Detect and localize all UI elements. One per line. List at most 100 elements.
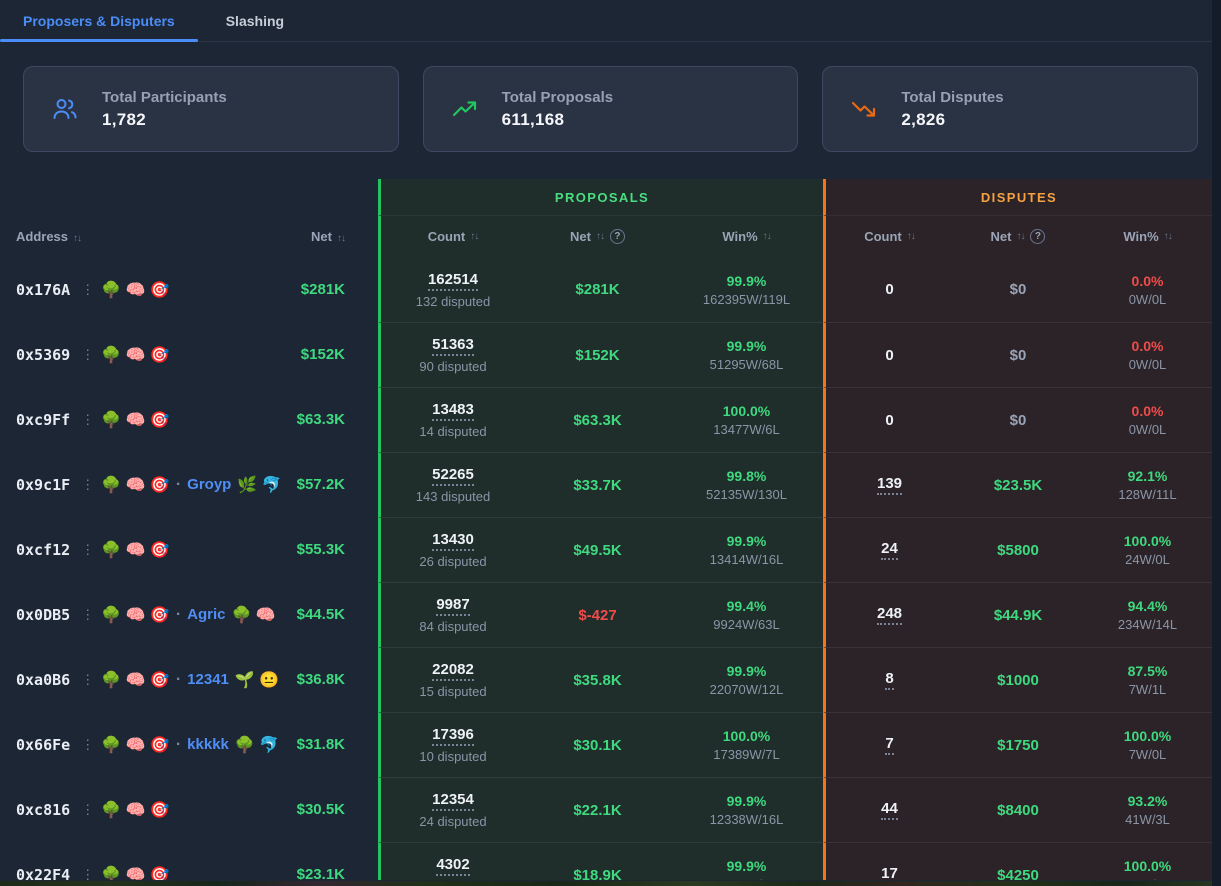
proposal-net-value: $33.7K bbox=[573, 476, 622, 494]
dispute-count-value[interactable]: 7 bbox=[885, 735, 894, 755]
stat-card-participants: Total Participants 1,782 bbox=[23, 66, 399, 152]
proposal-win-cell: 99.9% 13414W/16L bbox=[670, 517, 823, 582]
proposal-record-label: 17389W/7L bbox=[713, 747, 780, 762]
kebab-menu-icon[interactable]: ⋮ bbox=[81, 346, 95, 362]
proposal-count-value[interactable]: 4302 bbox=[436, 856, 470, 876]
address-label[interactable]: 0xc9Ff bbox=[16, 410, 71, 429]
proposal-count-value[interactable]: 22082 bbox=[432, 661, 474, 681]
dispute-net-value: $8400 bbox=[997, 801, 1039, 819]
disputes-win-header[interactable]: Win% ↑↓ bbox=[1083, 216, 1212, 257]
disputes-net-header[interactable]: Net ↑↓? bbox=[953, 216, 1083, 257]
dispute-win-cell: 100.0% 24W/0L bbox=[1083, 517, 1212, 582]
dispute-net-cell: $5800 bbox=[953, 517, 1083, 582]
dispute-win-cell: 0.0% 0W/0L bbox=[1083, 257, 1212, 322]
proposal-win-value: 99.8% bbox=[726, 468, 767, 484]
tab-slashing[interactable]: Slashing bbox=[198, 0, 312, 41]
net-value: $36.8K bbox=[296, 671, 345, 688]
dispute-win-cell: 100.0% 7W/0L bbox=[1083, 712, 1212, 777]
dispute-count-value[interactable]: 8 bbox=[885, 670, 894, 690]
proposals-net-header[interactable]: Net ↑↓? bbox=[525, 216, 670, 257]
account-link[interactable]: Agric bbox=[187, 606, 226, 623]
dispute-count-value[interactable]: 248 bbox=[876, 605, 903, 625]
proposal-count-value[interactable]: 13430 bbox=[432, 531, 474, 551]
proposal-count-value[interactable]: 13483 bbox=[432, 401, 474, 421]
dispute-count-cell: 44 bbox=[823, 777, 953, 842]
disputes-count-header[interactable]: Count ↑↓ bbox=[823, 216, 953, 257]
dispute-win-value: 100.0% bbox=[1123, 533, 1172, 549]
kebab-menu-icon[interactable]: ⋮ bbox=[81, 671, 95, 687]
dispute-count-value[interactable]: 0 bbox=[885, 411, 894, 429]
kebab-menu-icon[interactable]: ⋮ bbox=[81, 801, 95, 817]
kebab-menu-icon[interactable]: ⋮ bbox=[81, 866, 95, 881]
proposal-count-value[interactable]: 52265 bbox=[432, 466, 474, 486]
stat-label: Total Participants bbox=[102, 88, 227, 106]
dispute-win-value: 87.5% bbox=[1127, 663, 1168, 679]
account-link[interactable]: Groyp bbox=[187, 476, 232, 493]
stat-card-proposals: Total Proposals 611,168 bbox=[422, 66, 799, 152]
proposal-record-label: 12338W/16L bbox=[709, 812, 784, 827]
address-label[interactable]: 0xcf12 bbox=[16, 540, 71, 559]
address-label[interactable]: 0xc816 bbox=[16, 800, 71, 819]
proposal-count-value[interactable]: 9987 bbox=[436, 596, 470, 616]
dispute-record-label: 24W/0L bbox=[1125, 552, 1170, 567]
kebab-menu-icon[interactable]: ⋮ bbox=[81, 281, 95, 297]
sort-icon: ↑↓ bbox=[1016, 231, 1025, 242]
proposals-win-header[interactable]: Win% ↑↓ bbox=[670, 216, 823, 257]
kebab-menu-icon[interactable]: ⋮ bbox=[81, 411, 95, 427]
net-sort-header[interactable]: Net ↑↓ bbox=[311, 229, 346, 244]
column-header-row: Address ↑↓ Net ↑↓ Count ↑↓ Net ↑↓? Win% ↑↓ Co… bbox=[0, 216, 1221, 257]
dispute-count-value[interactable]: 44 bbox=[881, 800, 898, 820]
proposal-net-value: $152K bbox=[575, 346, 620, 364]
trend-up-icon bbox=[452, 101, 476, 117]
address-label[interactable]: 0x176A bbox=[16, 280, 71, 299]
stat-value: 611,168 bbox=[501, 109, 565, 129]
proposal-win-cell: 99.9% 4297W/5L bbox=[670, 842, 823, 880]
address-label[interactable]: 0x5369 bbox=[16, 345, 71, 364]
dispute-count-cell: 0 bbox=[823, 322, 953, 387]
address-label[interactable]: 0x66Fe bbox=[16, 735, 71, 754]
kebab-menu-icon[interactable]: ⋮ bbox=[81, 476, 95, 492]
proposal-count-value[interactable]: 17396 bbox=[432, 726, 474, 746]
net-value: $57.2K bbox=[296, 476, 345, 493]
account-link[interactable]: 12341 bbox=[187, 671, 229, 688]
kebab-menu-icon[interactable]: ⋮ bbox=[81, 541, 95, 557]
proposal-win-cell: 99.4% 9924W/63L bbox=[670, 582, 823, 647]
net-help-icon[interactable]: ? bbox=[609, 229, 625, 244]
kebab-menu-icon[interactable]: ⋮ bbox=[81, 736, 95, 752]
net-value: $31.8K bbox=[296, 736, 345, 753]
proposal-count-value[interactable]: 162514 bbox=[427, 271, 479, 291]
dispute-count-value[interactable]: 24 bbox=[881, 540, 898, 560]
proposal-net-cell: $33.7K bbox=[525, 452, 670, 517]
tab-proposers-disputers[interactable]: Proposers & Disputers bbox=[0, 0, 198, 42]
dispute-net-cell: $0 bbox=[953, 387, 1083, 452]
address-badge-icons: 🌳 🧠 🎯 bbox=[101, 606, 170, 624]
address-sort-header[interactable]: Address ↑↓ bbox=[16, 229, 82, 244]
dispute-win-value: 93.2% bbox=[1127, 793, 1168, 809]
proposal-count-cell: 4302 13 disputed bbox=[378, 842, 525, 880]
address-label[interactable]: 0x0DB5 bbox=[16, 605, 71, 624]
dispute-count-value[interactable]: 139 bbox=[876, 475, 903, 495]
net-help-icon[interactable]: ? bbox=[1030, 229, 1046, 244]
kebab-menu-icon[interactable]: ⋮ bbox=[81, 606, 95, 622]
scrollbar-track[interactable] bbox=[1212, 0, 1221, 886]
proposal-count-value[interactable]: 12354 bbox=[432, 791, 474, 811]
address-cell: 0x0DB5 ⋮ 🌳 🧠 🎯 · Agric 🌳 🧠 $44.5K bbox=[0, 582, 378, 647]
proposal-net-value: $-427 bbox=[578, 606, 617, 624]
account-link[interactable]: kkkkk bbox=[187, 736, 229, 753]
disputes-group-header: DISPUTES bbox=[823, 179, 1212, 216]
proposals-count-header[interactable]: Count ↑↓ bbox=[378, 216, 525, 257]
proposal-count-cell: 52265 143 disputed bbox=[378, 452, 525, 517]
stat-label: Total Disputes bbox=[901, 88, 1004, 106]
proposal-count-value[interactable]: 51363 bbox=[432, 336, 474, 356]
address-label[interactable]: 0x9c1F bbox=[16, 475, 71, 494]
proposal-count-cell: 51363 90 disputed bbox=[378, 322, 525, 387]
address-badge-icons: 🌳 🧠 🎯 bbox=[101, 476, 170, 494]
dispute-count-value[interactable]: 17 bbox=[881, 865, 898, 880]
address-label[interactable]: 0x22F4 bbox=[16, 865, 71, 881]
dispute-count-value[interactable]: 0 bbox=[885, 346, 894, 364]
address-label[interactable]: 0xa0B6 bbox=[16, 670, 71, 689]
address-cell: 0xc9Ff ⋮ 🌳 🧠 🎯 · $63.3K bbox=[0, 387, 378, 452]
dispute-win-value: 0.0% bbox=[1131, 272, 1164, 289]
dispute-count-value[interactable]: 0 bbox=[885, 281, 894, 298]
page-background-image-strip bbox=[0, 881, 1212, 886]
